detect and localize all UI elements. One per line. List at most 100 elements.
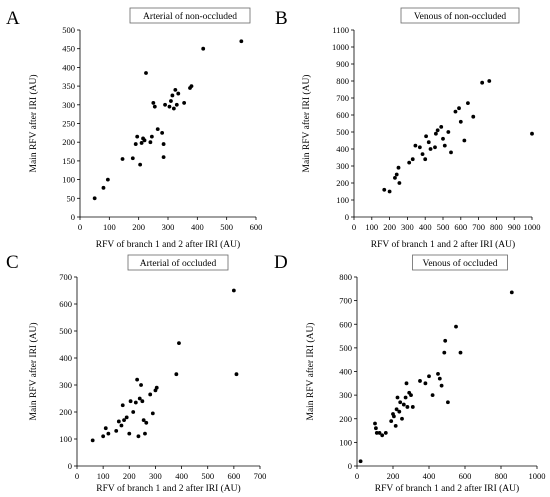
panel-b: B0 100 200 300 400 500 600 700 800 900 10000100200… bbox=[275, 7, 541, 250]
data-point bbox=[530, 131, 534, 136]
y-tick-label: 100 bbox=[336, 195, 349, 205]
data-point bbox=[424, 134, 428, 139]
data-point bbox=[377, 431, 382, 435]
data-point bbox=[160, 130, 165, 135]
data-point bbox=[382, 187, 387, 192]
panel-label: C bbox=[6, 252, 19, 273]
x-tick-label: 500 bbox=[437, 222, 450, 232]
data-point bbox=[139, 141, 144, 145]
y-tick-label: 200 bbox=[339, 414, 352, 424]
data-point bbox=[393, 176, 397, 180]
title-box bbox=[412, 254, 508, 271]
x-tick-label: 700 bbox=[254, 471, 267, 481]
x-tick-label: 300 bbox=[401, 222, 414, 232]
x-tick-label: 1000 bbox=[529, 471, 546, 481]
data-point bbox=[155, 127, 160, 132]
y-tick-label: 1000 bbox=[332, 42, 349, 52]
data-point bbox=[92, 196, 97, 201]
y-tick-label: 700 bbox=[339, 296, 352, 306]
data-point bbox=[430, 393, 435, 398]
y-tick-label: 100 bbox=[339, 437, 352, 447]
data-point bbox=[231, 288, 236, 293]
y-tick-label: 500 bbox=[62, 25, 75, 35]
data-point bbox=[449, 150, 453, 155]
data-point bbox=[420, 152, 425, 157]
data-point bbox=[439, 125, 444, 129]
title-box bbox=[129, 7, 251, 24]
panel-label: B bbox=[275, 8, 288, 29]
data-point bbox=[392, 414, 396, 419]
data-point bbox=[374, 426, 378, 431]
data-point bbox=[130, 156, 135, 161]
panel-label: D bbox=[274, 252, 288, 273]
x-tick-label: 300 bbox=[162, 222, 175, 232]
x-tick-label: 400 bbox=[423, 471, 436, 481]
y-axis-label: Main RFV after IRI (AU) bbox=[28, 323, 39, 421]
y-tick-label: 250 bbox=[62, 119, 75, 129]
x-tick-label: 0 bbox=[355, 471, 359, 481]
data-point bbox=[173, 87, 178, 92]
data-point bbox=[380, 433, 385, 438]
title-box bbox=[400, 7, 520, 24]
data-point bbox=[423, 157, 428, 162]
data-point bbox=[373, 421, 377, 426]
y-tick-label: 600 bbox=[59, 299, 72, 309]
y-tick-label: 300 bbox=[59, 380, 72, 390]
y-tick-label: 500 bbox=[336, 127, 349, 137]
y-tick-label: 900 bbox=[336, 59, 349, 69]
data-point bbox=[405, 405, 410, 409]
data-point bbox=[394, 172, 399, 177]
data-point bbox=[374, 431, 379, 435]
data-point bbox=[114, 429, 119, 433]
x-tick-label: 900 bbox=[508, 222, 521, 232]
x-tick-label: 1000 bbox=[524, 222, 541, 232]
panel-d: D 0 200 400 600 800 1000 0 100 200 300 400 500 600 700… bbox=[274, 252, 546, 494]
x-tick-label: 800 bbox=[495, 471, 508, 481]
x-tick-label: 800 bbox=[490, 222, 503, 232]
data-point bbox=[135, 377, 140, 382]
chart-title: Arterial of occluded bbox=[140, 258, 217, 269]
data-point bbox=[120, 403, 125, 408]
x-tick-label: 0 bbox=[78, 222, 82, 232]
data-point bbox=[169, 99, 173, 103]
data-point bbox=[116, 419, 121, 424]
data-point bbox=[387, 189, 392, 194]
data-point bbox=[141, 418, 146, 422]
data-point bbox=[471, 114, 476, 119]
data-point bbox=[142, 138, 147, 143]
data-point bbox=[427, 374, 431, 379]
x-tick-label: 0 bbox=[352, 222, 356, 232]
data-point bbox=[442, 350, 447, 355]
data-point bbox=[119, 423, 124, 428]
data-point bbox=[148, 140, 153, 145]
data-point bbox=[105, 177, 110, 182]
data-point bbox=[458, 119, 463, 124]
data-point bbox=[458, 350, 463, 355]
data-point bbox=[410, 157, 415, 162]
x-tick-label: 400 bbox=[175, 471, 188, 481]
y-tick-label: 150 bbox=[62, 156, 75, 166]
data-point bbox=[239, 39, 244, 44]
data-point bbox=[395, 395, 400, 400]
chart-title: Arterial of non-occluded bbox=[143, 11, 237, 22]
y-tick-label: 300 bbox=[62, 100, 75, 110]
data-point bbox=[144, 420, 149, 425]
y-tick-label: 700 bbox=[59, 272, 72, 282]
x-tick-label: 200 bbox=[123, 471, 136, 481]
data-point bbox=[441, 136, 445, 141]
y-tick-label: 500 bbox=[339, 343, 352, 353]
y-tick-label: 0 bbox=[348, 461, 352, 471]
data-point bbox=[480, 80, 485, 85]
x-axis-label: RFV of branch 1 and 2 after IRI (AU) bbox=[96, 239, 240, 250]
data-point bbox=[161, 155, 166, 160]
x-tick-label: 700 bbox=[472, 222, 485, 232]
data-point bbox=[167, 104, 172, 109]
x-tick-label: 200 bbox=[383, 222, 396, 232]
data-point bbox=[404, 381, 409, 386]
data-point bbox=[358, 459, 363, 464]
data-point bbox=[189, 84, 194, 88]
data-point bbox=[152, 104, 157, 109]
panel-label: A bbox=[6, 8, 20, 29]
data-point bbox=[201, 46, 206, 51]
x-tick-label: 300 bbox=[149, 471, 162, 481]
